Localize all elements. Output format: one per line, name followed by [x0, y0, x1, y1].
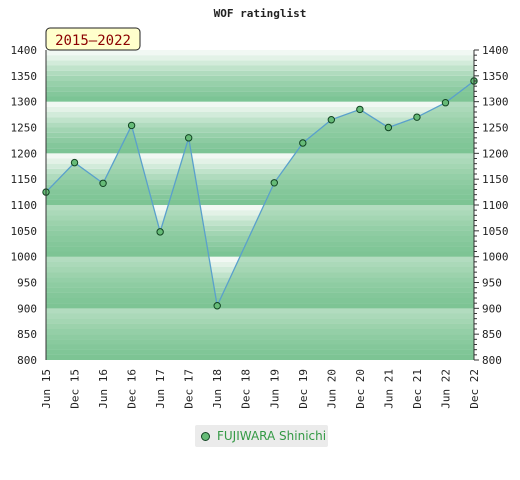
background-band	[46, 70, 474, 76]
background-band	[46, 148, 474, 154]
x-tick-label: Dec 17	[183, 369, 196, 409]
series-line	[45, 80, 475, 308]
x-tick-label: Dec 20	[354, 369, 367, 409]
y-tick-label: 1300	[11, 96, 38, 109]
y-tick-label: 1200	[482, 147, 509, 160]
data-point	[270, 179, 278, 187]
y-tick-label: 1250	[11, 122, 38, 135]
y-tick-label: 1400	[482, 44, 509, 57]
legend-marker-icon	[201, 431, 210, 441]
y-tick-label: 900	[17, 302, 37, 315]
y-tick-label: 1200	[11, 147, 38, 160]
year-range-badge: 2015–2022	[45, 27, 141, 51]
x-tick-label: Dec 21	[411, 369, 424, 409]
background-band	[46, 132, 474, 138]
y-tick-label: 950	[17, 277, 37, 290]
x-tick-label: Jun 18	[211, 369, 224, 409]
x-tick-label: Dec 15	[69, 369, 82, 409]
y-tick-label: 1400	[11, 44, 38, 57]
x-tick-label: Jun 15	[40, 369, 53, 409]
x-tick-label: Jun 17	[154, 369, 167, 409]
chart-title: WOF ratinglist	[214, 7, 307, 20]
background-band	[46, 168, 474, 174]
data-point	[384, 123, 393, 132]
background-band	[46, 184, 474, 190]
y-tick-label: 1000	[11, 251, 38, 264]
y-tick-label: 1350	[11, 70, 38, 83]
y-axis-left: 800 850 900 950 1000 1050 1100 1150 1200 1250 1300…	[11, 44, 47, 367]
background-band	[46, 117, 474, 123]
data-point	[356, 105, 364, 114]
x-tick-label: Jun 22	[439, 369, 452, 409]
background-band	[46, 137, 474, 143]
data-point	[70, 158, 79, 167]
data-point	[99, 179, 107, 188]
x-tick-label: Dec 22	[468, 369, 481, 409]
y-tick-label: 1050	[11, 225, 38, 238]
data-point	[156, 228, 164, 236]
x-tick-label: Dec 19	[297, 369, 310, 409]
y-tick-label: 1300	[482, 96, 509, 109]
y-tick-label: 1250	[482, 122, 509, 135]
y-tick-label: 1350	[482, 70, 509, 83]
y-axis-right: 800 850 900 950 1000 1050 1100 1150 1200 1250 1300…	[473, 44, 509, 367]
data-point	[184, 134, 193, 142]
year-range-text: 2015–2022	[55, 33, 131, 49]
background-band	[46, 153, 474, 159]
background-band	[46, 65, 474, 71]
background-band	[46, 96, 474, 102]
data-point	[413, 113, 421, 121]
background-band	[46, 112, 474, 118]
y-tick-label: 800	[482, 354, 502, 367]
background-band	[46, 194, 474, 200]
background-band	[46, 127, 474, 133]
background-band	[46, 199, 474, 205]
y-tick-label: 850	[17, 328, 37, 341]
data-point	[441, 99, 450, 107]
x-axis: Jun 15 Dec 15 Jun 16 Dec 16 Jun 17 Dec 17 Jun …	[40, 369, 481, 409]
background-band	[46, 189, 474, 195]
y-tick-label: 850	[482, 328, 502, 341]
x-tick-label: Jun 21	[382, 369, 395, 409]
background-band	[46, 106, 474, 112]
background-band	[46, 55, 474, 61]
y-tick-label: 1100	[11, 199, 38, 212]
y-tick-label: 950	[482, 277, 502, 290]
y-tick-label: 800	[17, 354, 37, 367]
background-band	[46, 101, 474, 107]
area-fill	[46, 81, 474, 360]
x-tick-label: Jun 16	[97, 369, 110, 409]
data-point	[327, 116, 336, 124]
y-tick-label: 1000	[482, 251, 509, 264]
x-tick-label: Jun 20	[325, 369, 338, 409]
y-tick-label: 1100	[482, 199, 509, 212]
background-band	[46, 81, 474, 87]
series-markers	[42, 77, 478, 310]
data-point	[127, 121, 136, 130]
background-band	[46, 163, 474, 169]
y-tick-label: 1050	[482, 225, 509, 238]
background-band	[46, 50, 474, 56]
background-band	[46, 174, 474, 180]
background-band	[46, 91, 474, 97]
y-tick-label: 1150	[482, 173, 509, 186]
background-band	[46, 143, 474, 149]
background-band	[46, 205, 474, 211]
y-tick-label: 1150	[11, 173, 38, 186]
x-tick-label: Dec 18	[240, 369, 253, 409]
data-point	[299, 139, 307, 147]
x-tick-label: Jun 19	[268, 369, 281, 409]
data-point	[213, 302, 221, 310]
legend: FUJIWARA Shinichi	[195, 425, 328, 447]
legend-label: FUJIWARA Shinichi	[217, 429, 327, 443]
background-band	[46, 179, 474, 185]
background-band	[46, 75, 474, 81]
background-band	[46, 122, 474, 128]
background-band	[46, 158, 474, 164]
x-tick-label: Dec 16	[126, 369, 139, 409]
background-band	[46, 60, 474, 66]
background-band	[46, 86, 474, 92]
y-tick-label: 900	[482, 302, 502, 315]
